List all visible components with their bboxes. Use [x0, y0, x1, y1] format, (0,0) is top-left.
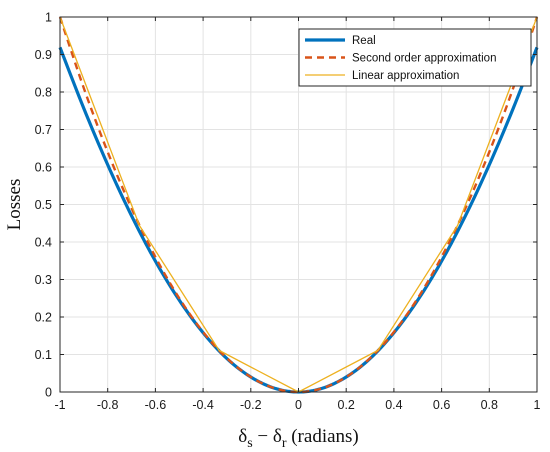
- y-tick-label: 1: [45, 11, 52, 25]
- legend-label: Linear approximation: [352, 70, 459, 82]
- y-tick-label: 0.6: [35, 161, 52, 175]
- x-tick-label: -1: [54, 398, 65, 412]
- y-tick-label: 0.8: [35, 86, 52, 100]
- axis-ticks: -1 -0.8 -0.6 -0.4 -0.2 0 0.2 0.4 0.6 0.8 1 0 0.1 0.2 0…: [35, 11, 541, 413]
- x-tick-label: 0.2: [338, 398, 355, 412]
- x-tick-label: 0.6: [433, 398, 450, 412]
- x-tick-label: -0.6: [145, 398, 167, 412]
- y-tick-label: 0.4: [35, 236, 52, 250]
- legend: Real Second order approximation Linear app…: [298, 28, 532, 87]
- x-tick-label: 0.4: [385, 398, 402, 412]
- y-tick-label: 0.5: [35, 198, 52, 212]
- x-axis-label-minus: − δ: [253, 426, 282, 447]
- x-tick-label: 0: [295, 398, 302, 412]
- y-tick-label: 0.3: [35, 273, 52, 287]
- legend-label: Real: [352, 35, 376, 47]
- y-tick-label: 0.7: [35, 123, 52, 137]
- y-axis-label: Losses: [4, 179, 25, 231]
- x-axis-label-units: (radians): [286, 426, 358, 447]
- y-tick-label: 0.1: [35, 348, 52, 362]
- x-axis-label: δs − δr (radians): [238, 426, 359, 451]
- x-axis-label-sub-r: r: [282, 436, 287, 451]
- y-tick-label: 0: [45, 386, 52, 400]
- x-tick-label: -0.8: [97, 398, 119, 412]
- x-axis-label-sub-s: s: [247, 436, 252, 451]
- x-tick-label: 0.8: [481, 398, 498, 412]
- x-axis-label-delta-s: δ: [238, 426, 247, 447]
- y-tick-label: 0.2: [35, 311, 52, 325]
- y-tick-label: 0.9: [35, 48, 52, 62]
- x-tick-label: 1: [534, 398, 541, 412]
- legend-label: Second order approximation: [352, 53, 496, 65]
- x-tick-label: -0.4: [192, 398, 214, 412]
- x-tick-label: -0.2: [240, 398, 262, 412]
